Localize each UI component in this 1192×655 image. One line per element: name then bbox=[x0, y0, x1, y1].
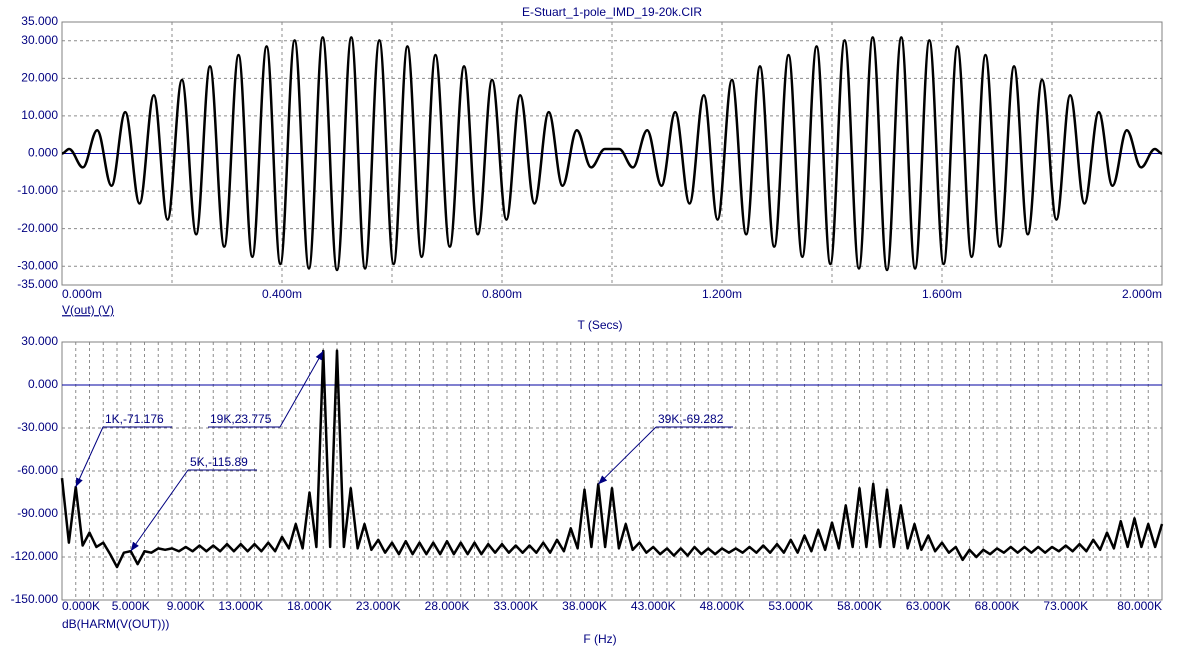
x-axis-label: F (Hz) bbox=[583, 632, 616, 646]
y-axis-label: V(out) (V) bbox=[62, 303, 114, 317]
x-tick-label: 48.000K bbox=[700, 599, 745, 613]
y-tick-label: -10.000 bbox=[17, 183, 58, 197]
annotation-arrow bbox=[75, 426, 104, 488]
y-tick-label: -30.000 bbox=[17, 258, 58, 272]
y-tick-label: -30.000 bbox=[17, 420, 58, 434]
annotation-label: 39K,-69.282 bbox=[658, 412, 724, 426]
y-tick-label: -90.000 bbox=[17, 506, 58, 520]
y-tick-label: 20.000 bbox=[21, 71, 58, 85]
annotation-arrow bbox=[130, 469, 189, 552]
x-tick-label: 0.000K bbox=[62, 599, 100, 613]
x-tick-label: 68.000K bbox=[975, 599, 1020, 613]
annotation-label: 19K,23.775 bbox=[210, 412, 272, 426]
annotation-arrow bbox=[597, 426, 657, 485]
x-tick-label: 1.600m bbox=[922, 287, 962, 301]
x-tick-label: 1.200m bbox=[702, 287, 742, 301]
y-tick-label: 30.000 bbox=[21, 334, 58, 348]
signal-curve bbox=[61, 36, 1163, 272]
y-tick-label: -60.000 bbox=[17, 463, 58, 477]
x-tick-label: 23.000K bbox=[356, 599, 401, 613]
annotation-label: 1K,-71.176 bbox=[105, 412, 164, 426]
y-axis-label: dB(HARM(V(OUT))) bbox=[62, 617, 169, 631]
y-tick-label: -120.000 bbox=[11, 549, 59, 563]
x-tick-label: 5.000K bbox=[112, 599, 150, 613]
x-axis-label: T (Secs) bbox=[577, 318, 622, 332]
x-tick-label: 33.000K bbox=[493, 599, 538, 613]
x-tick-label: 63.000K bbox=[906, 599, 951, 613]
x-tick-label: 80.000K bbox=[1117, 599, 1162, 613]
chart-title: E-Stuart_1-pole_IMD_19-20k.CIR bbox=[522, 5, 702, 19]
x-tick-label: 2.000m bbox=[1122, 287, 1162, 301]
x-tick-label: 28.000K bbox=[425, 599, 470, 613]
y-tick-label: 0.000 bbox=[28, 146, 58, 160]
x-tick-label: 38.000K bbox=[562, 599, 607, 613]
x-tick-label: 0.400m bbox=[262, 287, 302, 301]
x-tick-label: 18.000K bbox=[287, 599, 332, 613]
x-tick-label: 53.000K bbox=[768, 599, 813, 613]
y-tick-label: -20.000 bbox=[17, 221, 58, 235]
y-tick-label: -35.000 bbox=[17, 277, 58, 291]
signal-curve bbox=[60, 349, 1164, 569]
y-tick-label: 10.000 bbox=[21, 108, 58, 122]
annotation-arrow bbox=[279, 350, 324, 428]
x-tick-label: 0.000m bbox=[62, 287, 102, 301]
x-tick-label: 43.000K bbox=[631, 599, 676, 613]
annotation-label: 5K,-115.89 bbox=[190, 455, 248, 469]
x-tick-label: 9.000K bbox=[167, 599, 205, 613]
x-tick-label: 58.000K bbox=[837, 599, 882, 613]
y-tick-label: 0.000 bbox=[28, 377, 58, 391]
x-tick-label: 0.800m bbox=[482, 287, 522, 301]
x-tick-label: 73.000K bbox=[1043, 599, 1088, 613]
y-tick-label: 30.000 bbox=[21, 33, 58, 47]
y-tick-label: 35.000 bbox=[21, 14, 58, 28]
plot-frame bbox=[61, 341, 1163, 601]
y-tick-label: -150.000 bbox=[11, 592, 59, 606]
x-tick-label: 13.000K bbox=[218, 599, 263, 613]
